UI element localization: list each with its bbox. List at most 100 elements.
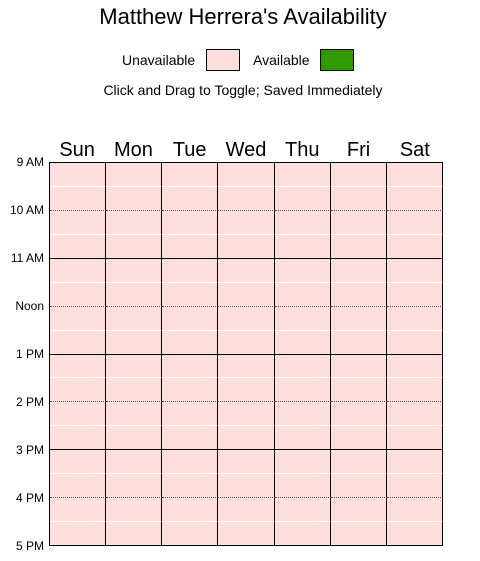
time-slot-cell-tue[interactable]	[162, 305, 219, 330]
time-slot-cell-sat[interactable]	[386, 353, 443, 378]
time-slot-cell-sat[interactable]	[386, 233, 443, 258]
time-slot-cell-tue[interactable]	[162, 233, 219, 258]
time-slot-cell-sat[interactable]	[386, 162, 443, 186]
time-slot-cell-wed[interactable]	[218, 449, 275, 474]
time-slot-cell-tue[interactable]	[162, 449, 219, 474]
time-slot-cell-thu[interactable]	[274, 257, 331, 282]
time-slot-cell-fri[interactable]	[330, 425, 387, 450]
time-slot-cell-mon[interactable]	[106, 449, 163, 474]
time-slot-cell-thu[interactable]	[274, 377, 331, 402]
time-slot-cell-tue[interactable]	[162, 473, 219, 498]
time-slot-cell-mon[interactable]	[106, 377, 163, 402]
time-slot-cell-wed[interactable]	[218, 521, 275, 545]
time-slot-cell-thu[interactable]	[274, 162, 331, 186]
time-slot-cell-sun[interactable]	[50, 185, 107, 210]
time-slot-cell-wed[interactable]	[218, 473, 275, 498]
time-slot-cell-thu[interactable]	[274, 233, 331, 258]
time-slot-cell-sun[interactable]	[50, 209, 107, 234]
time-slot-cell-sun[interactable]	[50, 353, 107, 378]
time-slot-cell-sat[interactable]	[386, 425, 443, 450]
time-slot-cell-mon[interactable]	[106, 425, 163, 450]
time-slot-cell-mon[interactable]	[106, 233, 163, 258]
time-slot-cell-fri[interactable]	[330, 305, 387, 330]
time-slot-cell-fri[interactable]	[330, 233, 387, 258]
time-slot-cell-sun[interactable]	[50, 497, 107, 522]
time-slot-cell-fri[interactable]	[330, 401, 387, 426]
time-slot-cell-sun[interactable]	[50, 425, 107, 450]
time-slot-cell-sat[interactable]	[386, 449, 443, 474]
time-slot-cell-sun[interactable]	[50, 473, 107, 498]
time-slot-cell-sat[interactable]	[386, 473, 443, 498]
time-slot-cell-sat[interactable]	[386, 281, 443, 306]
time-slot-cell-sun[interactable]	[50, 305, 107, 330]
time-slot-cell-thu[interactable]	[274, 353, 331, 378]
time-slot-cell-wed[interactable]	[218, 401, 275, 426]
time-slot-cell-sat[interactable]	[386, 257, 443, 282]
time-slot-cell-thu[interactable]	[274, 425, 331, 450]
time-slot-cell-wed[interactable]	[218, 209, 275, 234]
time-slot-cell-tue[interactable]	[162, 329, 219, 354]
time-slot-cell-sun[interactable]	[50, 521, 107, 545]
time-slot-cell-wed[interactable]	[218, 329, 275, 354]
time-slot-cell-wed[interactable]	[218, 305, 275, 330]
time-slot-cell-sun[interactable]	[50, 401, 107, 426]
time-slot-cell-tue[interactable]	[162, 281, 219, 306]
time-slot-cell-mon[interactable]	[106, 185, 163, 210]
time-slot-cell-sun[interactable]	[50, 329, 107, 354]
time-slot-cell-thu[interactable]	[274, 329, 331, 354]
time-slot-cell-fri[interactable]	[330, 185, 387, 210]
time-slot-cell-mon[interactable]	[106, 473, 163, 498]
time-slot-cell-sat[interactable]	[386, 521, 443, 545]
time-slot-cell-thu[interactable]	[274, 305, 331, 330]
time-slot-cell-fri[interactable]	[330, 162, 387, 186]
time-slot-cell-fri[interactable]	[330, 377, 387, 402]
time-slot-cell-tue[interactable]	[162, 353, 219, 378]
time-slot-cell-mon[interactable]	[106, 497, 163, 522]
time-slot-cell-fri[interactable]	[330, 329, 387, 354]
time-slot-cell-tue[interactable]	[162, 497, 219, 522]
time-slot-cell-mon[interactable]	[106, 353, 163, 378]
time-slot-cell-thu[interactable]	[274, 449, 331, 474]
time-slot-cell-mon[interactable]	[106, 329, 163, 354]
time-slot-cell-tue[interactable]	[162, 401, 219, 426]
time-slot-cell-thu[interactable]	[274, 473, 331, 498]
time-slot-cell-mon[interactable]	[106, 305, 163, 330]
time-slot-cell-thu[interactable]	[274, 281, 331, 306]
time-slot-cell-mon[interactable]	[106, 401, 163, 426]
time-slot-cell-sat[interactable]	[386, 497, 443, 522]
time-slot-cell-wed[interactable]	[218, 162, 275, 186]
time-slot-cell-tue[interactable]	[162, 521, 219, 545]
time-slot-cell-sat[interactable]	[386, 305, 443, 330]
time-slot-cell-thu[interactable]	[274, 209, 331, 234]
time-slot-cell-fri[interactable]	[330, 521, 387, 545]
time-slot-cell-sat[interactable]	[386, 209, 443, 234]
time-slot-cell-sun[interactable]	[50, 257, 107, 282]
time-slot-cell-sun[interactable]	[50, 449, 107, 474]
time-slot-cell-mon[interactable]	[106, 209, 163, 234]
time-slot-cell-wed[interactable]	[218, 497, 275, 522]
time-slot-cell-wed[interactable]	[218, 185, 275, 210]
time-slot-cell-wed[interactable]	[218, 281, 275, 306]
time-slot-cell-sun[interactable]	[50, 377, 107, 402]
time-slot-cell-fri[interactable]	[330, 281, 387, 306]
time-slot-cell-wed[interactable]	[218, 425, 275, 450]
time-slot-cell-mon[interactable]	[106, 162, 163, 186]
time-slot-cell-tue[interactable]	[162, 209, 219, 234]
time-slot-cell-fri[interactable]	[330, 449, 387, 474]
time-slot-cell-sat[interactable]	[386, 185, 443, 210]
time-slot-cell-thu[interactable]	[274, 185, 331, 210]
time-slot-cell-thu[interactable]	[274, 497, 331, 522]
time-slot-cell-fri[interactable]	[330, 353, 387, 378]
time-slot-cell-wed[interactable]	[218, 233, 275, 258]
time-slot-cell-fri[interactable]	[330, 473, 387, 498]
time-slot-cell-fri[interactable]	[330, 497, 387, 522]
time-slot-cell-sun[interactable]	[50, 162, 107, 186]
time-slot-cell-thu[interactable]	[274, 401, 331, 426]
time-slot-cell-tue[interactable]	[162, 425, 219, 450]
time-slot-cell-mon[interactable]	[106, 281, 163, 306]
time-slot-cell-mon[interactable]	[106, 521, 163, 545]
time-slot-cell-tue[interactable]	[162, 257, 219, 282]
time-slot-cell-sat[interactable]	[386, 401, 443, 426]
time-slot-cell-tue[interactable]	[162, 377, 219, 402]
time-slot-cell-tue[interactable]	[162, 162, 219, 186]
